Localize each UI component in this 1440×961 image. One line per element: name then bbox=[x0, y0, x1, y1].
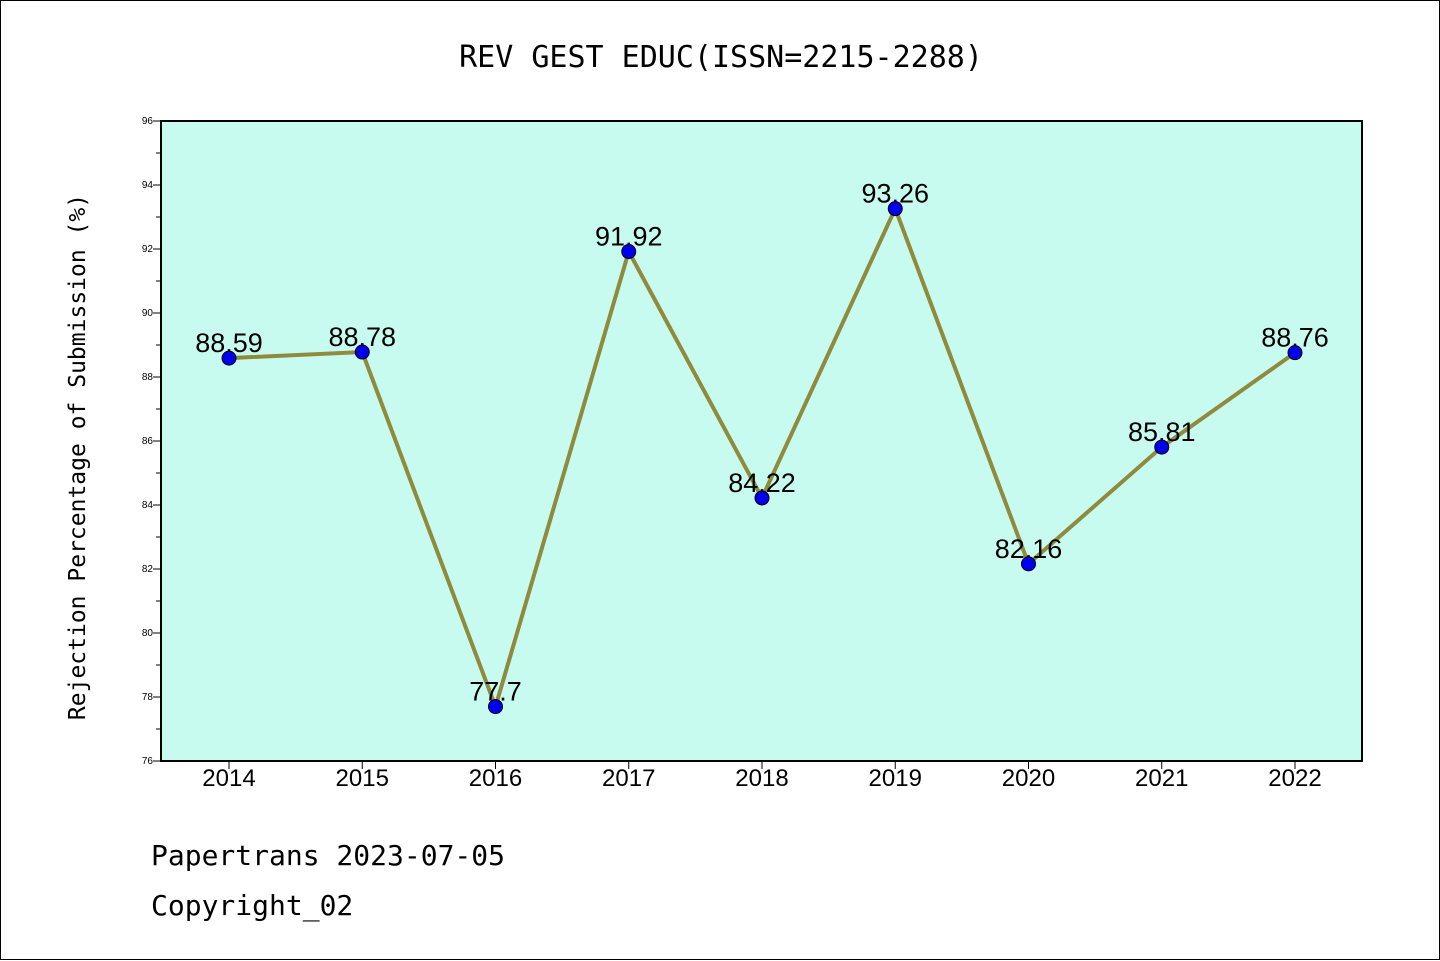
x-axis-ticks: 2014 2015 2016 2017 2018 2019 2020 2021 2022 bbox=[202, 761, 1322, 792]
data-point bbox=[221, 350, 237, 366]
data-point bbox=[354, 344, 370, 360]
x-tick-label: 2017 bbox=[602, 765, 655, 792]
y-tick-label: 88 bbox=[142, 372, 154, 383]
chart-title: REV GEST EDUC(ISSN=2215-2288) bbox=[459, 40, 983, 75]
x-tick-label: 2021 bbox=[1135, 765, 1188, 792]
y-tick-label: 86 bbox=[142, 436, 154, 447]
data-point bbox=[621, 244, 637, 260]
data-point bbox=[887, 201, 903, 217]
x-tick-label: 2019 bbox=[869, 765, 922, 792]
y-tick-label: 78 bbox=[142, 692, 154, 703]
y-tick-label: 90 bbox=[142, 308, 154, 319]
y-axis-ticks: 76 78 80 82 84 86 88 90 92 94 96 bbox=[142, 116, 161, 767]
footer-copyright: Copyright_02 bbox=[151, 889, 353, 923]
y-tick-label: 84 bbox=[142, 500, 154, 511]
x-tick-label: 2014 bbox=[202, 765, 255, 792]
data-point bbox=[488, 699, 503, 715]
x-tick-label: 2018 bbox=[735, 765, 788, 792]
data-point bbox=[1154, 439, 1170, 455]
x-tick-label: 2020 bbox=[1002, 765, 1055, 792]
y-tick-label: 92 bbox=[142, 244, 154, 255]
y-tick-label: 82 bbox=[142, 564, 154, 575]
x-tick-label: 2022 bbox=[1268, 765, 1321, 792]
x-tick-label: 2015 bbox=[336, 765, 389, 792]
y-axis-label: Rejection Percentage of Submission (%) bbox=[65, 194, 91, 720]
y-tick-label: 96 bbox=[142, 116, 154, 127]
y-tick-label: 76 bbox=[142, 756, 154, 767]
y-tick-label: 94 bbox=[142, 180, 154, 191]
data-point bbox=[1021, 556, 1036, 572]
footer-date: Papertrans 2023-07-05 bbox=[151, 839, 505, 872]
data-point bbox=[1287, 345, 1303, 361]
y-tick-label: 80 bbox=[142, 628, 154, 639]
data-point bbox=[754, 490, 770, 506]
data-points bbox=[221, 201, 1303, 715]
x-tick-label: 2016 bbox=[469, 765, 522, 792]
